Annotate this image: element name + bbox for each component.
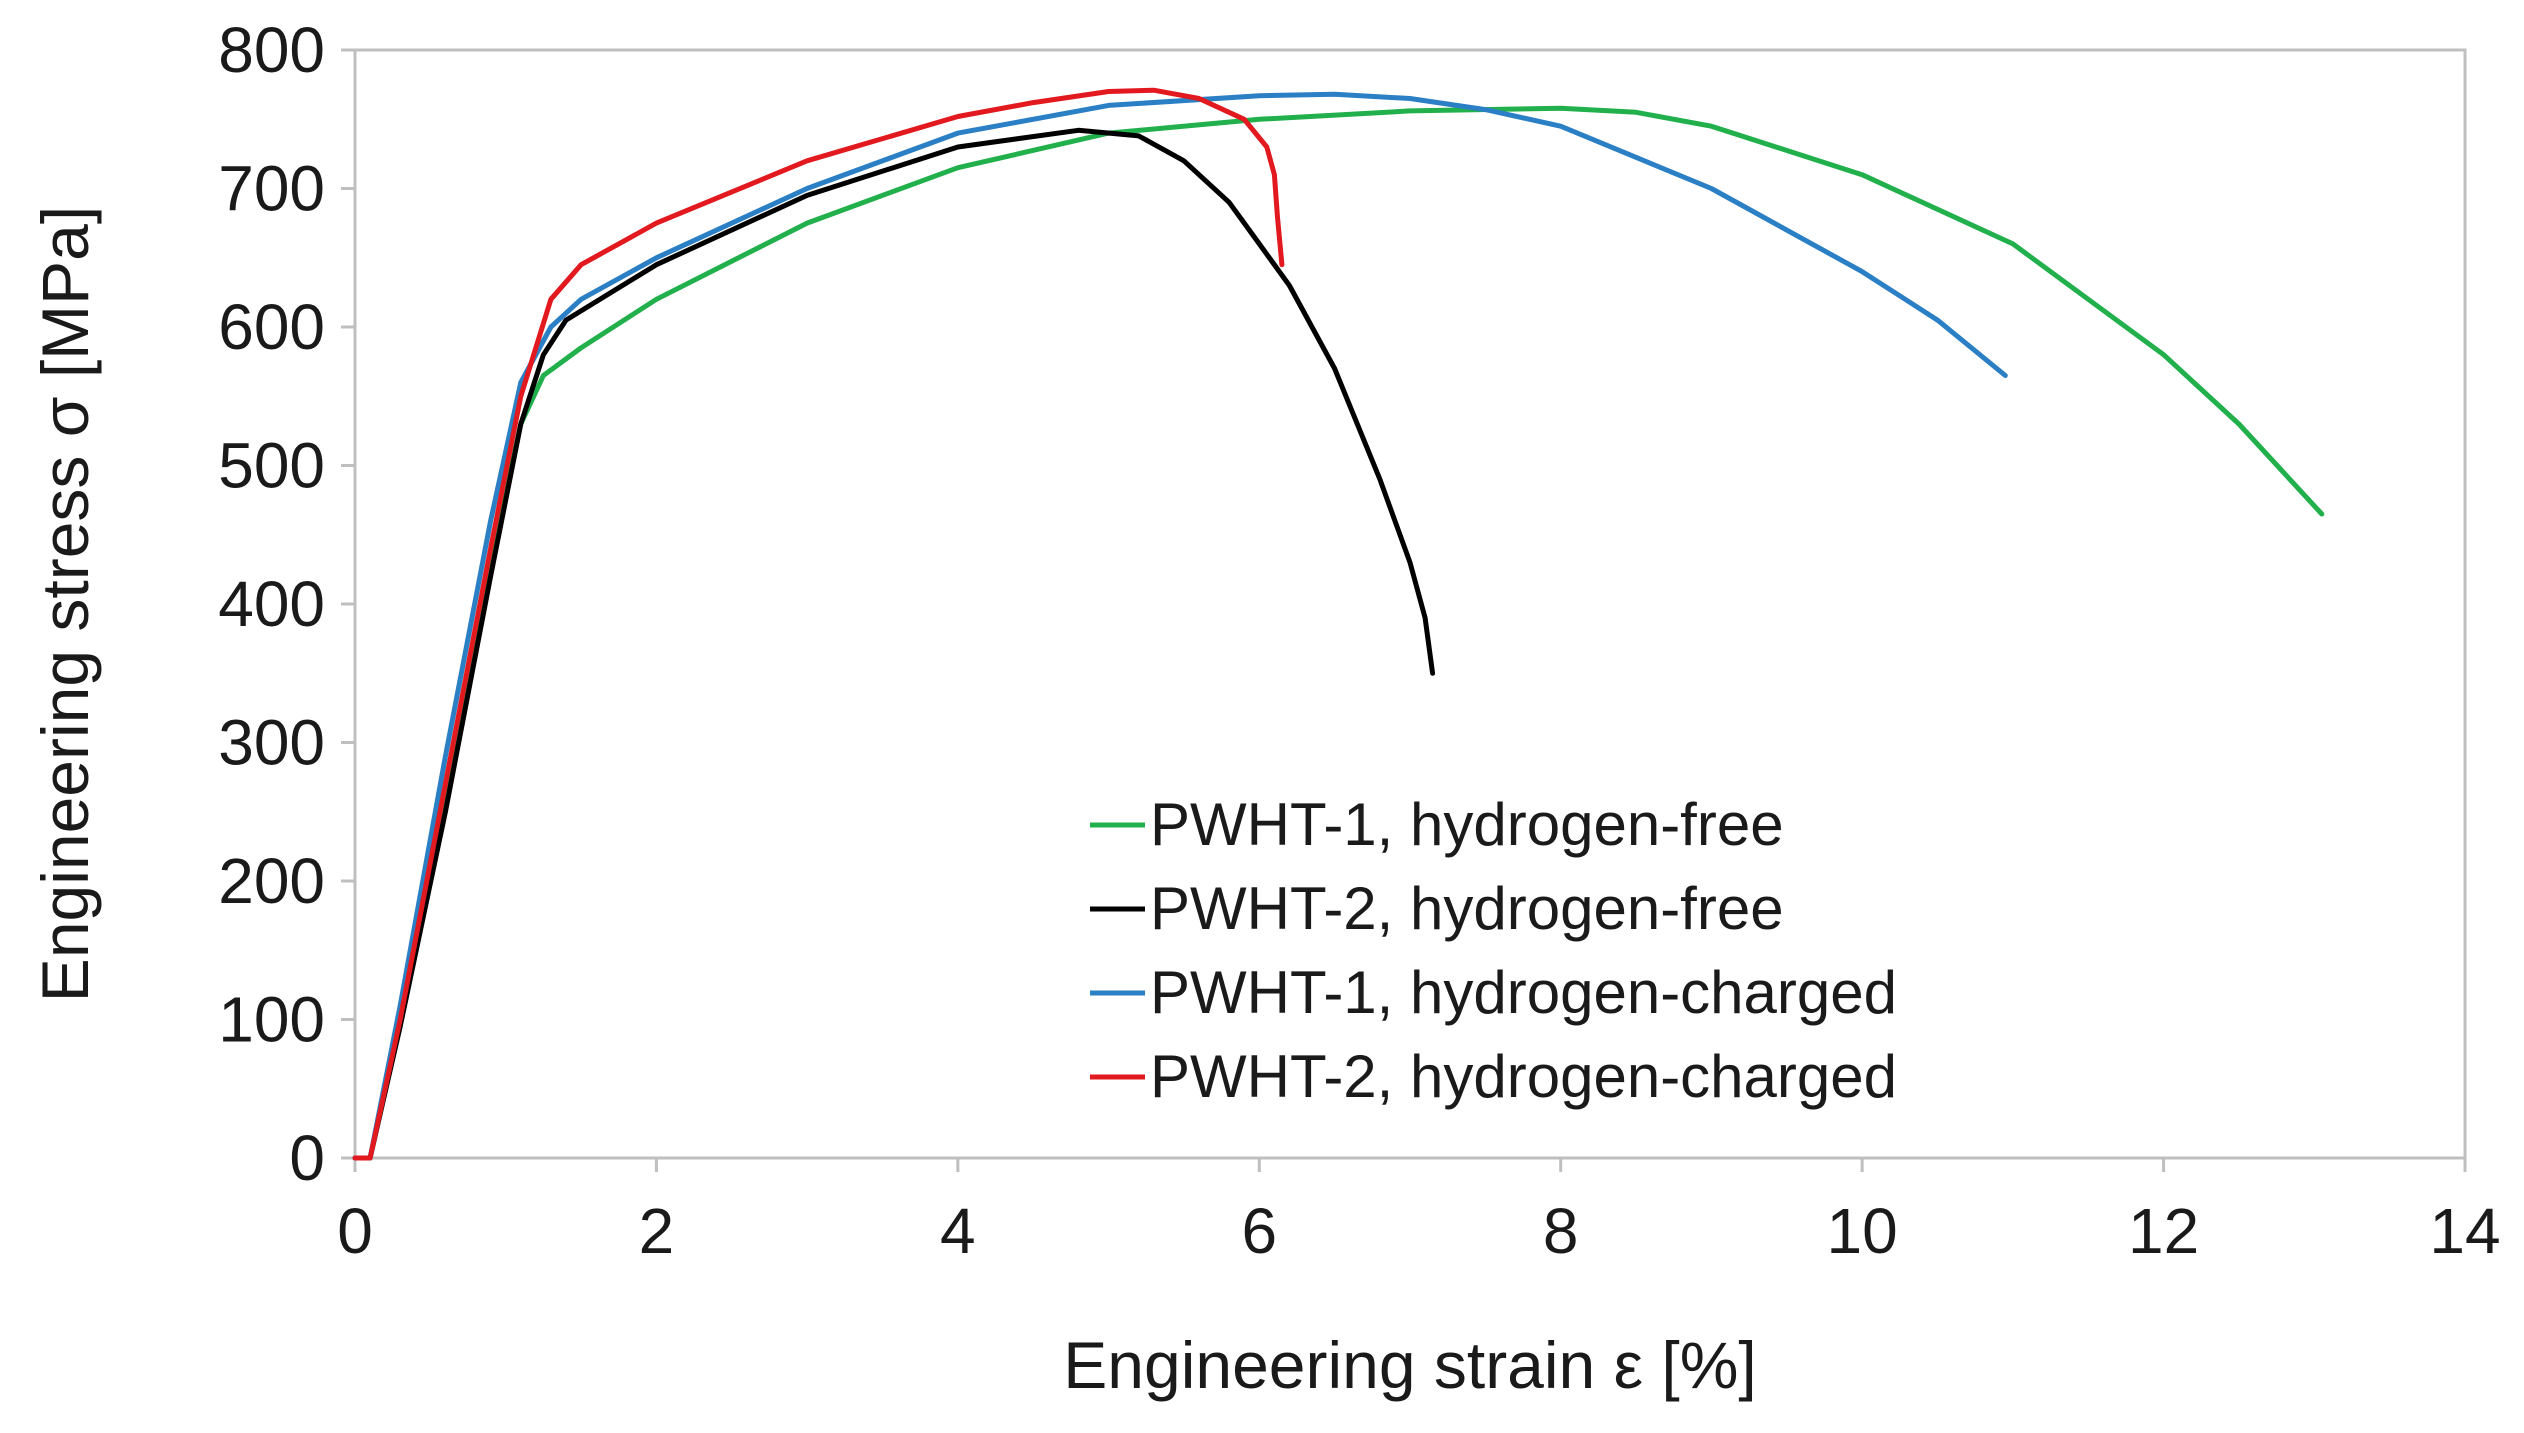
x-tick-label: 6: [1241, 1195, 1277, 1267]
x-axis-title: Engineering strain ε [%]: [1063, 1328, 1756, 1402]
x-tick-label: 10: [1827, 1195, 1898, 1267]
x-tick-label: 8: [1543, 1195, 1579, 1267]
y-axis: 0 100 200 300 400 500 600 700 800: [218, 14, 355, 1194]
y-tick-label: 300: [218, 707, 325, 779]
y-tick-label: 0: [289, 1122, 325, 1194]
legend: PWHT-1, hydrogen-free PWHT-2, hydrogen-fr…: [1090, 791, 1897, 1110]
y-tick-label: 800: [218, 14, 325, 86]
y-axis-title: Engineering stress σ [MPa]: [28, 206, 102, 1002]
y-tick-label: 200: [218, 845, 325, 917]
series-line-4: [352, 87, 1285, 1161]
y-tick-label: 400: [218, 568, 325, 640]
y-tick-label: 100: [218, 984, 325, 1056]
x-axis: 0 2 4 6 8 10 12 14: [337, 1158, 2501, 1267]
series-layer: [352, 87, 2325, 1161]
x-tick-label: 4: [940, 1195, 976, 1267]
legend-label-4: PWHT-2, hydrogen-charged: [1150, 1043, 1897, 1110]
x-tick-label: 12: [2128, 1195, 2199, 1267]
y-tick-label: 500: [218, 430, 325, 502]
x-tick-label: 2: [639, 1195, 675, 1267]
legend-label-2: PWHT-2, hydrogen-free: [1150, 875, 1784, 942]
series-line-3: [352, 91, 2008, 1161]
series-line-1: [352, 105, 2325, 1161]
legend-label-1: PWHT-1, hydrogen-free: [1150, 791, 1784, 858]
series-line-2: [352, 127, 1436, 1161]
x-tick-label: 0: [337, 1195, 373, 1267]
x-tick-label: 14: [2429, 1195, 2500, 1267]
y-tick-label: 700: [218, 153, 325, 225]
y-tick-label: 600: [218, 291, 325, 363]
legend-label-3: PWHT-1, hydrogen-charged: [1150, 959, 1897, 1026]
